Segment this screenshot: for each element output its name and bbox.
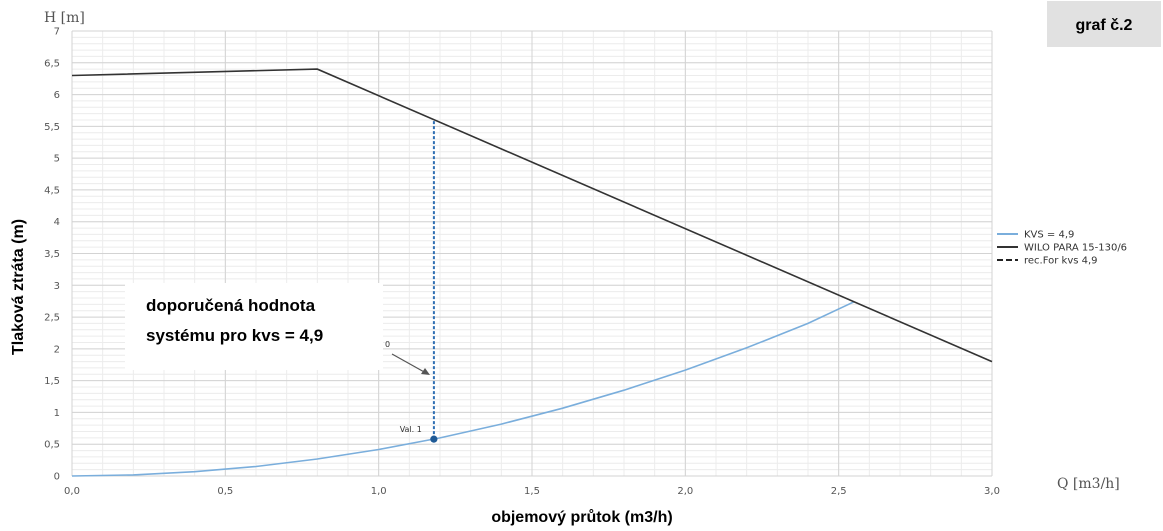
recommendation-callout: doporučená hodnota systému pro kvs = 4,9… (125, 283, 430, 375)
point-marks: Val. 1 (400, 425, 438, 443)
x-axis-title: objemový průtok (m3/h) (491, 509, 672, 526)
y-tick-label: 3 (54, 281, 60, 292)
data-point-label: Val. 1 (400, 425, 422, 434)
x-unit-label: Q [m3/h] (1057, 476, 1120, 492)
x-tick-labels: 0,0 0,5 1,0 1,5 2,0 2,5 3,0 (64, 486, 1000, 497)
x-tick-label: 1,0 (371, 486, 387, 497)
y-tick-label: 5,5 (44, 122, 60, 133)
y-tick-label: 6,5 (44, 58, 60, 69)
legend-label: rec.For kvs 4,9 (1024, 256, 1098, 267)
y-tick-label: 2,5 (44, 313, 60, 324)
x-tick-label: 0,0 (64, 486, 80, 497)
y-tick-label: 1,5 (44, 376, 60, 387)
x-tick-label: 0,5 (217, 486, 233, 497)
y-tick-label: 4,5 (44, 185, 60, 196)
y-tick-label: 1 (54, 408, 60, 419)
callout-pointer-mark: 0 (385, 340, 390, 349)
y-tick-label: 3,5 (44, 249, 60, 260)
callout-line-2: systému pro kvs = 4,9 (146, 326, 323, 345)
x-tick-label: 2,0 (677, 486, 693, 497)
series-lines (71, 68, 993, 477)
graph-number-text: graf č.2 (1076, 17, 1133, 34)
y-axis-title: Tlaková ztráta (m) (10, 219, 27, 355)
x-tick-label: 1,5 (524, 486, 540, 497)
callout-line-1: doporučená hodnota (146, 296, 316, 315)
grid-major (71, 30, 993, 477)
y-tick-labels: 0 0,5 1 1,5 2 2,5 3 3,5 4 4,5 5 5,5 6 6,5 7 (44, 27, 60, 483)
series-line-wilo-para-15-130-6 (71, 68, 993, 363)
y-tick-label: 5 (54, 154, 60, 165)
y-tick-label: 7 (54, 27, 60, 38)
legend-label: WILO PARA 15-130/6 (1024, 243, 1127, 254)
x-tick-label: 3,0 (984, 486, 1000, 497)
data-point-marker (430, 435, 438, 443)
y-tick-label: 0 (54, 472, 60, 483)
callout-arrow (391, 353, 427, 374)
legend: KVS = 4,9 WILO PARA 15-130/6 rec.For kvs 4… (997, 230, 1127, 267)
y-unit-label: H [m] (44, 10, 85, 26)
series-line-kvs-4-9 (71, 301, 855, 477)
y-tick-label: 2 (54, 344, 60, 355)
x-tick-label: 2,5 (831, 486, 847, 497)
y-tick-label: 0,5 (44, 440, 60, 451)
y-tick-label: 4 (54, 217, 60, 228)
callout-arrowhead (421, 368, 430, 375)
graph-number-badge: graf č.2 (1047, 1, 1161, 47)
y-tick-label: 6 (54, 90, 60, 101)
legend-label: KVS = 4,9 (1024, 230, 1074, 241)
